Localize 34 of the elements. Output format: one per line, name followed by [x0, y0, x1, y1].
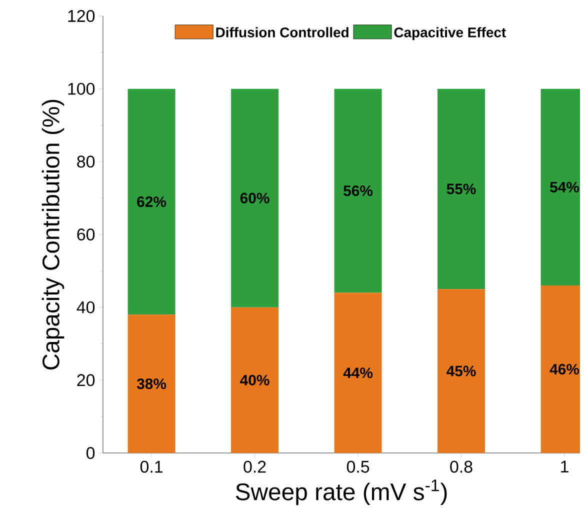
data-label: 56% — [344, 185, 373, 196]
data-label: 45% — [446, 366, 476, 376]
x-axis-title: Sweep rate (mV s$^{-1}$) — [236, 480, 447, 506]
bar — [438, 88, 486, 290]
x-tick-label: 0.1 — [140, 460, 162, 473]
x-tick-label: 0.8 — [450, 460, 472, 473]
x-tick-label: 1 — [561, 460, 568, 472]
y-tick-label: 0 — [86, 446, 95, 459]
data-label: 60% — [240, 192, 270, 204]
bar — [231, 307, 279, 453]
y-tick-label: 20 — [77, 374, 95, 386]
data-label: 38% — [136, 378, 166, 390]
data-label: 55% — [446, 184, 476, 194]
data-label: 62% — [137, 196, 166, 207]
legend-label: Diffusion Controlled — [216, 27, 348, 38]
bar — [128, 314, 176, 453]
y-axis-title: Capacity Contribution (%) — [42, 100, 64, 370]
bar — [334, 292, 382, 453]
y-tick-label: 100 — [68, 82, 95, 95]
bar — [128, 88, 176, 315]
legend-label: Capacitive Effect — [394, 27, 506, 40]
data-label: 44% — [343, 368, 373, 378]
data-label: 40% — [240, 374, 270, 386]
data-label: 54% — [550, 182, 580, 192]
y-tick-label: 40 — [76, 301, 95, 314]
y-tick-label: 120 — [68, 10, 95, 22]
y-tick-label: 80 — [77, 156, 95, 168]
bar — [438, 289, 486, 453]
bar — [334, 88, 382, 293]
data-label: 46% — [550, 364, 580, 375]
x-tick-label: 0.2 — [244, 460, 266, 473]
y-tick-label: 60 — [77, 228, 95, 240]
bar — [231, 88, 279, 308]
x-tick-label: 0.5 — [346, 460, 370, 473]
